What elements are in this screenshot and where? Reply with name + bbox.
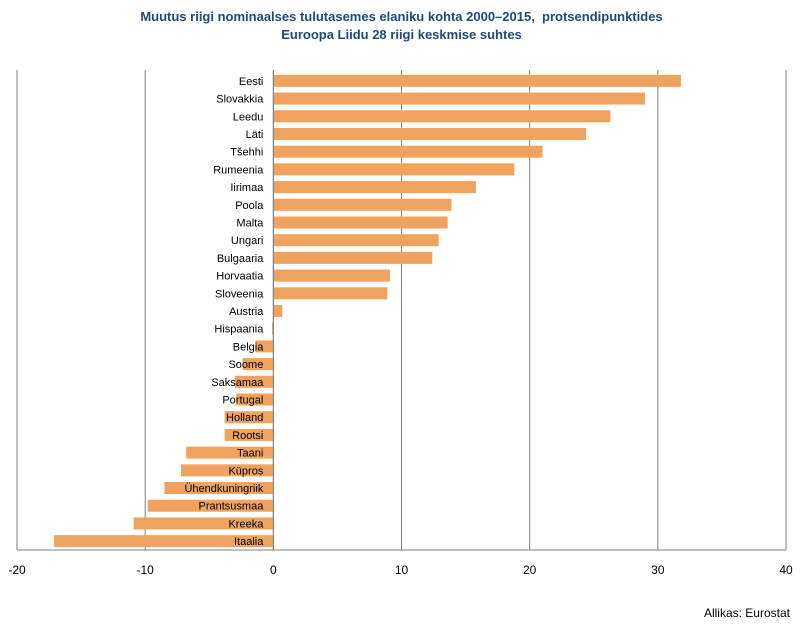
- category-label-9: Ungari: [231, 235, 263, 247]
- category-label-25: Kreeka: [228, 518, 264, 530]
- bar-18: [236, 393, 274, 406]
- category-label-22: Küpros: [228, 465, 263, 477]
- bar-23: [164, 482, 274, 495]
- category-label-5: Rumeenia: [213, 164, 264, 176]
- bar-9: [273, 234, 439, 247]
- category-label-3: Läti: [246, 129, 264, 141]
- category-label-20: Rootsi: [232, 430, 263, 442]
- x-tick-label-5: 30: [651, 563, 665, 577]
- bar-22: [181, 464, 274, 477]
- category-label-2: Leedu: [233, 111, 264, 123]
- bar-10: [273, 251, 433, 264]
- category-label-13: Austria: [229, 306, 264, 318]
- category-label-17: Saksamaa: [211, 377, 264, 389]
- bar-6: [273, 181, 476, 194]
- bar-26: [54, 535, 274, 548]
- category-label-7: Poola: [235, 200, 264, 212]
- category-label-16: Soome: [228, 359, 263, 371]
- chart-title-line-1: Muutus riigi nominaalses tulutasemes ela…: [140, 9, 663, 24]
- category-label-0: Eesti: [239, 76, 263, 88]
- category-label-18: Portugal: [222, 395, 263, 407]
- bar-14: [272, 322, 274, 335]
- bar-15: [255, 340, 274, 353]
- category-label-15: Belgia: [233, 341, 264, 353]
- category-label-4: Tšehhi: [230, 147, 263, 159]
- bar-16: [242, 358, 274, 371]
- bar-25: [133, 517, 274, 530]
- bar-24: [147, 499, 274, 512]
- category-label-26: Itaalia: [234, 536, 264, 548]
- x-tick-label-2: 0: [270, 563, 277, 577]
- bar-13: [273, 305, 283, 317]
- bar-5: [273, 163, 515, 176]
- bar-3: [273, 127, 587, 140]
- bar-0: [273, 74, 681, 87]
- category-label-21: Taani: [237, 448, 263, 460]
- chart-title: Muutus riigi nominaalses tulutasemes ela…: [0, 8, 803, 44]
- bar-12: [273, 287, 388, 300]
- bar-4: [273, 145, 543, 158]
- category-label-14: Hispaania: [214, 324, 264, 336]
- category-label-12: Sloveenia: [215, 288, 264, 300]
- x-tick-label-3: 10: [395, 563, 409, 577]
- x-tick-label-4: 20: [523, 563, 537, 577]
- category-label-1: Slovakkia: [216, 94, 264, 106]
- bar-19: [224, 411, 274, 424]
- bar-21: [186, 446, 274, 459]
- category-label-24: Prantsusmaa: [199, 501, 265, 513]
- bar-17: [234, 375, 274, 388]
- bar-2: [273, 110, 611, 123]
- category-label-10: Bulgaaria: [217, 253, 264, 265]
- bar-1: [273, 92, 646, 105]
- chart-title-line-2: Euroopa Liidu 28 riigi keskmise suhtes: [281, 27, 522, 42]
- x-tick-label-6: 40: [779, 563, 793, 577]
- category-label-19: Holland: [226, 412, 263, 424]
- bar-7: [273, 198, 452, 211]
- category-label-8: Malta: [236, 217, 264, 229]
- source-note: Allikas: Eurostat: [703, 606, 790, 620]
- category-label-11: Horvaatia: [216, 271, 264, 283]
- category-label-23: Ühendkuningriik: [184, 483, 263, 495]
- x-tick-label-0: -20: [8, 563, 26, 577]
- bar-8: [273, 216, 448, 229]
- category-label-6: Iirimaa: [230, 182, 264, 194]
- x-tick-label-1: -10: [136, 563, 154, 577]
- bar-20: [224, 428, 274, 441]
- bar-11: [273, 269, 390, 282]
